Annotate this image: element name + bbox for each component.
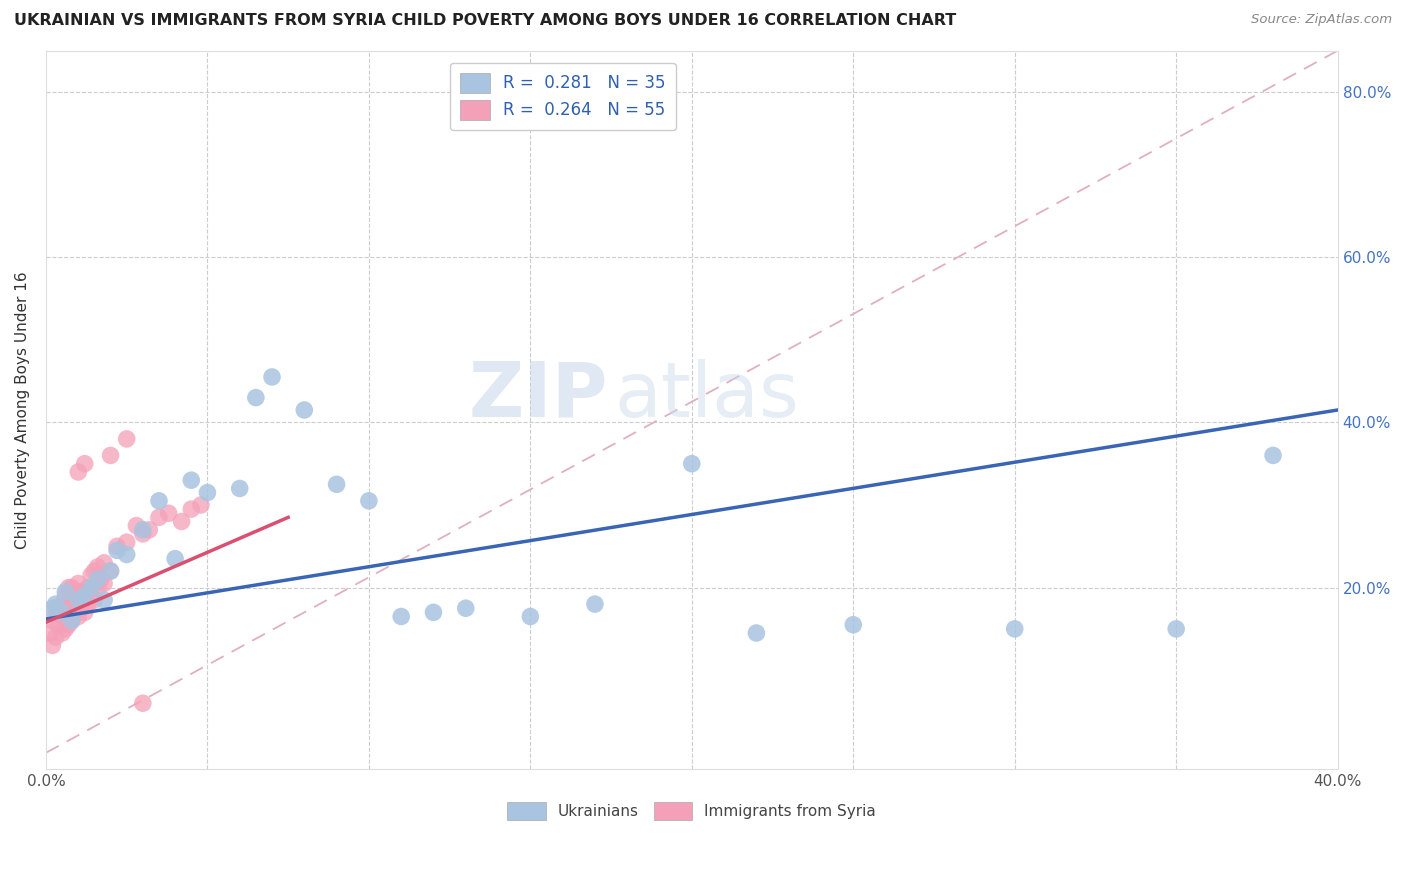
Point (148, 493, 170, 508)
Point (77, 581, 100, 595)
Point (86, 572, 108, 586)
Point (63, 589, 86, 603)
Point (45, 601, 67, 615)
Point (389, 609, 412, 624)
Point (60, 614, 83, 628)
Point (93, 556, 115, 570)
Point (53, 589, 76, 603)
Point (73, 589, 96, 603)
Point (100, 564, 122, 578)
Point (842, 617, 865, 632)
Point (51, 626, 73, 640)
Point (1261, 449, 1284, 463)
Point (583, 597, 606, 611)
Point (63, 606, 86, 620)
Point (80, 568, 103, 582)
Point (132, 527, 155, 541)
Point (53, 622, 76, 636)
Point (245, 391, 267, 405)
Point (86, 581, 108, 595)
Point (115, 535, 138, 549)
Point (58, 601, 80, 615)
Point (148, 510, 170, 524)
Point (260, 370, 283, 384)
Point (67, 465, 90, 479)
Point (58, 581, 80, 595)
Point (180, 502, 202, 516)
Point (519, 609, 541, 624)
Point (67, 593, 90, 607)
Point (51, 597, 73, 611)
Point (73, 457, 96, 471)
Point (157, 506, 180, 520)
Point (105, 539, 128, 553)
Point (48, 606, 70, 620)
Point (115, 432, 138, 446)
Point (41, 614, 63, 628)
Point (38, 626, 60, 640)
Point (125, 518, 148, 533)
Point (93, 576, 115, 591)
Point (1166, 622, 1188, 636)
Legend: Ukrainians, Immigrants from Syria: Ukrainians, Immigrants from Syria (502, 796, 883, 826)
Point (100, 564, 122, 578)
Point (115, 548, 138, 562)
Point (132, 696, 155, 710)
Point (77, 597, 100, 611)
Point (745, 626, 768, 640)
Point (93, 593, 115, 607)
Text: Source: ZipAtlas.com: Source: ZipAtlas.com (1251, 13, 1392, 27)
Point (41, 601, 63, 615)
Point (100, 449, 122, 463)
Point (73, 584, 96, 599)
Point (165, 551, 187, 566)
Y-axis label: Child Poverty Among Boys Under 16: Child Poverty Among Boys Under 16 (15, 271, 30, 549)
Point (357, 493, 380, 508)
Point (228, 482, 250, 496)
Point (53, 606, 76, 620)
Point (197, 485, 219, 500)
Point (180, 473, 202, 487)
Point (60, 614, 83, 628)
Text: UKRAINIAN VS IMMIGRANTS FROM SYRIA CHILD POVERTY AMONG BOYS UNDER 16 CORRELATION: UKRAINIAN VS IMMIGRANTS FROM SYRIA CHILD… (14, 13, 956, 29)
Point (73, 606, 96, 620)
Point (70, 584, 93, 599)
Point (681, 457, 703, 471)
Point (41, 639, 63, 653)
Point (422, 606, 444, 620)
Point (45, 630, 67, 644)
Point (48, 617, 70, 632)
Point (454, 601, 477, 615)
Point (83, 564, 105, 578)
Point (58, 617, 80, 632)
Point (45, 597, 67, 611)
Point (51, 609, 73, 624)
Point (60, 581, 83, 595)
Point (90, 572, 112, 586)
Point (325, 477, 347, 491)
Point (53, 584, 76, 599)
Point (67, 593, 90, 607)
Point (60, 597, 83, 611)
Point (138, 523, 160, 537)
Text: ZIP: ZIP (468, 359, 607, 433)
Point (67, 609, 90, 624)
Point (80, 581, 103, 595)
Point (51, 606, 73, 620)
Text: atlas: atlas (614, 359, 799, 433)
Point (292, 403, 315, 417)
Point (1004, 622, 1026, 636)
Point (80, 589, 103, 603)
Point (170, 515, 193, 529)
Point (86, 560, 108, 574)
Point (83, 593, 105, 607)
Point (70, 601, 93, 615)
Point (67, 576, 90, 591)
Point (105, 543, 128, 558)
Point (190, 498, 212, 512)
Point (132, 523, 155, 537)
